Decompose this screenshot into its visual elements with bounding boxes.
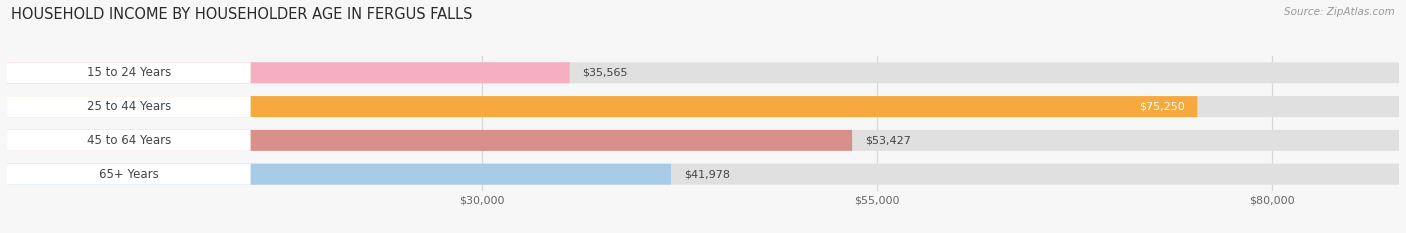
Text: 25 to 44 Years: 25 to 44 Years bbox=[87, 100, 172, 113]
Text: $53,427: $53,427 bbox=[865, 135, 911, 145]
FancyBboxPatch shape bbox=[7, 96, 1198, 117]
FancyBboxPatch shape bbox=[7, 96, 250, 117]
FancyBboxPatch shape bbox=[7, 164, 1399, 185]
FancyBboxPatch shape bbox=[7, 164, 250, 185]
FancyBboxPatch shape bbox=[7, 130, 852, 151]
Text: Source: ZipAtlas.com: Source: ZipAtlas.com bbox=[1284, 7, 1395, 17]
Text: $35,565: $35,565 bbox=[582, 68, 627, 78]
Text: $41,978: $41,978 bbox=[683, 169, 730, 179]
Text: 15 to 24 Years: 15 to 24 Years bbox=[87, 66, 172, 79]
Text: $75,250: $75,250 bbox=[1139, 102, 1185, 112]
FancyBboxPatch shape bbox=[7, 164, 671, 185]
FancyBboxPatch shape bbox=[7, 62, 1399, 83]
Text: 45 to 64 Years: 45 to 64 Years bbox=[87, 134, 172, 147]
FancyBboxPatch shape bbox=[7, 62, 250, 83]
Text: HOUSEHOLD INCOME BY HOUSEHOLDER AGE IN FERGUS FALLS: HOUSEHOLD INCOME BY HOUSEHOLDER AGE IN F… bbox=[11, 7, 472, 22]
Text: 65+ Years: 65+ Years bbox=[98, 168, 159, 181]
FancyBboxPatch shape bbox=[7, 130, 1399, 151]
FancyBboxPatch shape bbox=[7, 96, 1399, 117]
FancyBboxPatch shape bbox=[7, 62, 569, 83]
FancyBboxPatch shape bbox=[7, 130, 250, 151]
